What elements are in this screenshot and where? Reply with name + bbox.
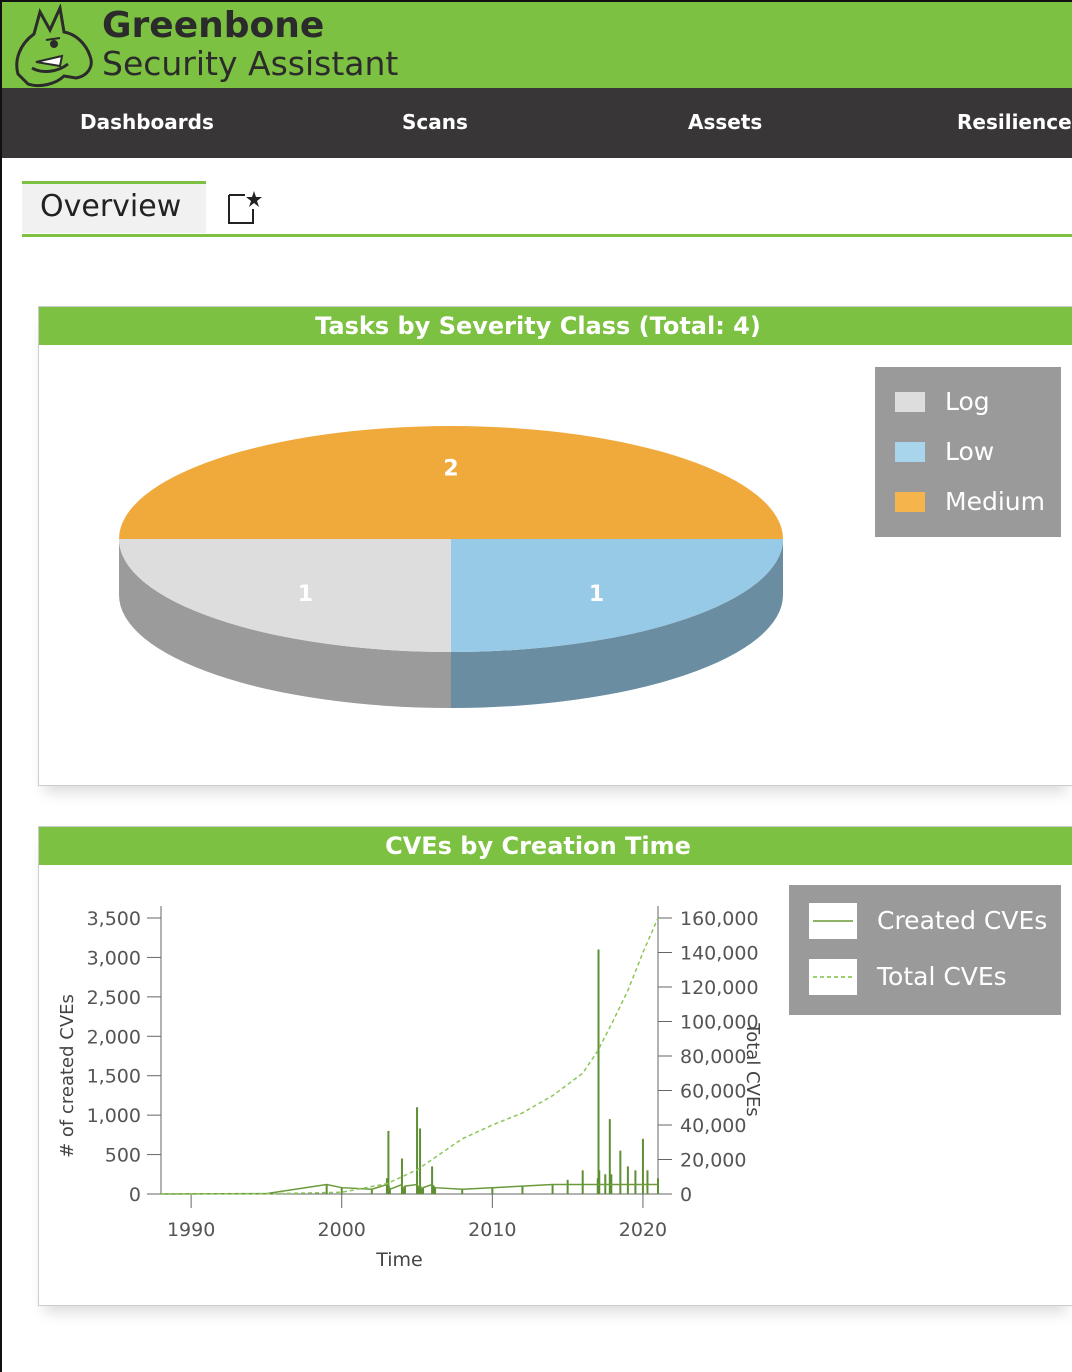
legend-label-medium: Medium [945,487,1045,516]
pie-slice-medium[interactable] [119,426,783,539]
severity-pie-chart: 2 1 1 [119,426,783,708]
x-tick-label: 2020 [619,1219,667,1241]
legend-swatch-low [895,442,925,462]
y2-tick-label: 20,000 [680,1150,746,1172]
y2-tick-label: 60,000 [680,1081,746,1103]
x-tick-label: 2000 [318,1219,366,1241]
y-tick-label: 0 [129,1184,141,1206]
cves-panel: CVEs by Creation Time 0 500 1,000 1,500 2,00… [38,826,1072,1306]
total-cves-line [160,917,659,1195]
y2-tick-label: 140,000 [680,943,759,965]
pie-side-low [451,539,783,708]
nav-item-assets[interactable]: Assets [688,110,763,134]
x-tick-label: 1990 [167,1219,215,1241]
new-dashboard-icon[interactable] [227,189,263,225]
cves-line-chart: 0 500 1,000 1,500 2,000 2,500 3,000 3,500 0 20,00… [57,906,763,1271]
y-tick-label: 3,500 [87,908,141,930]
legend-swatch-log [895,392,925,412]
pie-slice-low[interactable] [451,539,783,652]
legend-label-low: Low [945,437,995,466]
y-tick-label: 1,000 [87,1105,141,1127]
legend-swatch-medium [895,492,925,512]
severity-panel: Tasks by Severity Class (Total: 4) 2 1 1 L… [38,306,1072,786]
y-tick-label: 2,500 [87,987,141,1009]
nav-item-scans[interactable]: Scans [402,110,468,134]
legend-swatch-total-cves [809,959,857,995]
legend-swatch-created-cves [809,903,857,939]
y-tick-label: 1,500 [87,1066,141,1088]
dashboard-tab-bar: Overview [22,181,1072,237]
y2-tick-label: 0 [680,1184,692,1206]
legend-label-log: Log [945,387,990,416]
x-axis-label: Time [375,1249,423,1271]
greenbone-logo-icon[interactable] [10,4,98,88]
y2-tick-label: 160,000 [680,908,759,930]
severity-panel-title[interactable]: Tasks by Severity Class (Total: 4) [39,307,1072,345]
created-cves-line [160,1182,658,1195]
y-axis-label: # of created CVEs [57,994,78,1158]
pie-side-log [119,539,451,708]
y-tick-label: 3,000 [87,947,141,969]
legend-label-created-cves: Created CVEs [877,906,1048,935]
brand-name: Greenbone [102,5,325,46]
pie-label-log: 1 [298,582,313,607]
y-tick-label: 500 [105,1145,141,1167]
y2-tick-label: 100,000 [680,1012,759,1034]
brand-subtitle: Security Assistant [102,44,399,83]
legend-label-total-cves: Total CVEs [877,962,1007,991]
pie-slice-log[interactable] [119,539,451,652]
severity-legend: Log Low Medium [875,367,1061,537]
y2-axis-label: Total CVEs [742,1022,763,1116]
cves-panel-title[interactable]: CVEs by Creation Time [39,827,1072,865]
app-header: Greenbone Security Assistant [2,2,1072,88]
y-tick-label: 2,000 [87,1026,141,1048]
main-navigation: Dashboards Scans Assets Resilience [2,88,1072,158]
y2-tick-label: 40,000 [680,1115,746,1137]
pie-label-low: 1 [589,582,604,607]
y2-tick-label: 80,000 [680,1046,746,1068]
y2-tick-label: 120,000 [680,977,759,999]
x-tick-label: 2010 [468,1219,516,1241]
pie-label-medium: 2 [443,457,458,482]
cves-legend: Created CVEs Total CVEs [789,885,1061,1015]
nav-item-resilience[interactable]: Resilience [957,110,1072,134]
nav-item-dashboards[interactable]: Dashboards [80,110,214,134]
tab-overview[interactable]: Overview [22,181,206,233]
